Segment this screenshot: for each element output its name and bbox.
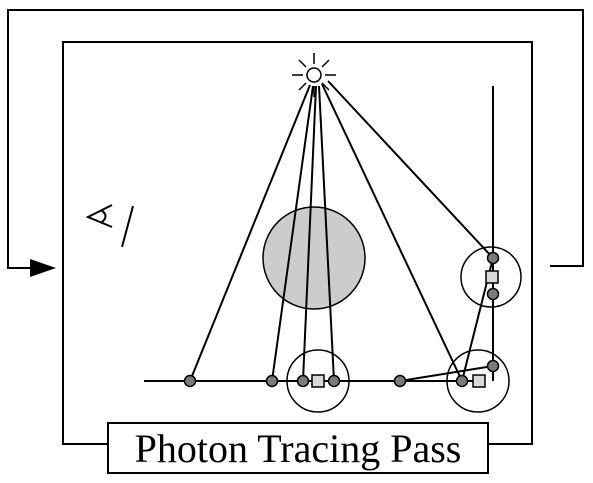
photon-dot <box>296 374 310 388</box>
photon-path <box>327 80 494 259</box>
photon-path <box>271 85 314 382</box>
photon-path <box>318 85 335 382</box>
photon-path <box>189 84 311 382</box>
scene-frame <box>62 41 533 445</box>
photon-dot <box>455 374 469 388</box>
gather-circle <box>446 349 510 413</box>
occluding-sphere <box>262 206 366 310</box>
photon-dot <box>486 359 500 373</box>
light-source-icon <box>292 53 336 97</box>
photon-path <box>321 83 463 382</box>
query-point-square <box>311 374 325 388</box>
feedback-loop-line <box>7 9 584 269</box>
photon-hits <box>183 251 500 388</box>
photon-paths <box>189 80 494 382</box>
eye-icon <box>85 204 134 248</box>
query-point-square <box>485 270 499 284</box>
kd-query-regions <box>286 246 522 413</box>
photon-dot <box>486 287 500 301</box>
photon-dot <box>486 251 500 265</box>
photon-dot <box>183 374 197 388</box>
photon-path <box>302 85 317 382</box>
feedback-loop <box>7 9 584 277</box>
query-point-square <box>472 374 486 388</box>
photon-dot <box>393 374 407 388</box>
gather-circle <box>286 349 350 413</box>
scene-border <box>62 41 533 445</box>
photon-dot <box>265 374 279 388</box>
gather-circle <box>460 246 522 308</box>
image-plane-line <box>121 205 134 248</box>
feedback-arrow-icon <box>30 259 56 277</box>
photon-path-bounce <box>399 365 494 382</box>
query-points <box>311 270 499 388</box>
photon-dot <box>327 374 341 388</box>
diagram-title: Photon Tracing Pass <box>107 422 489 474</box>
